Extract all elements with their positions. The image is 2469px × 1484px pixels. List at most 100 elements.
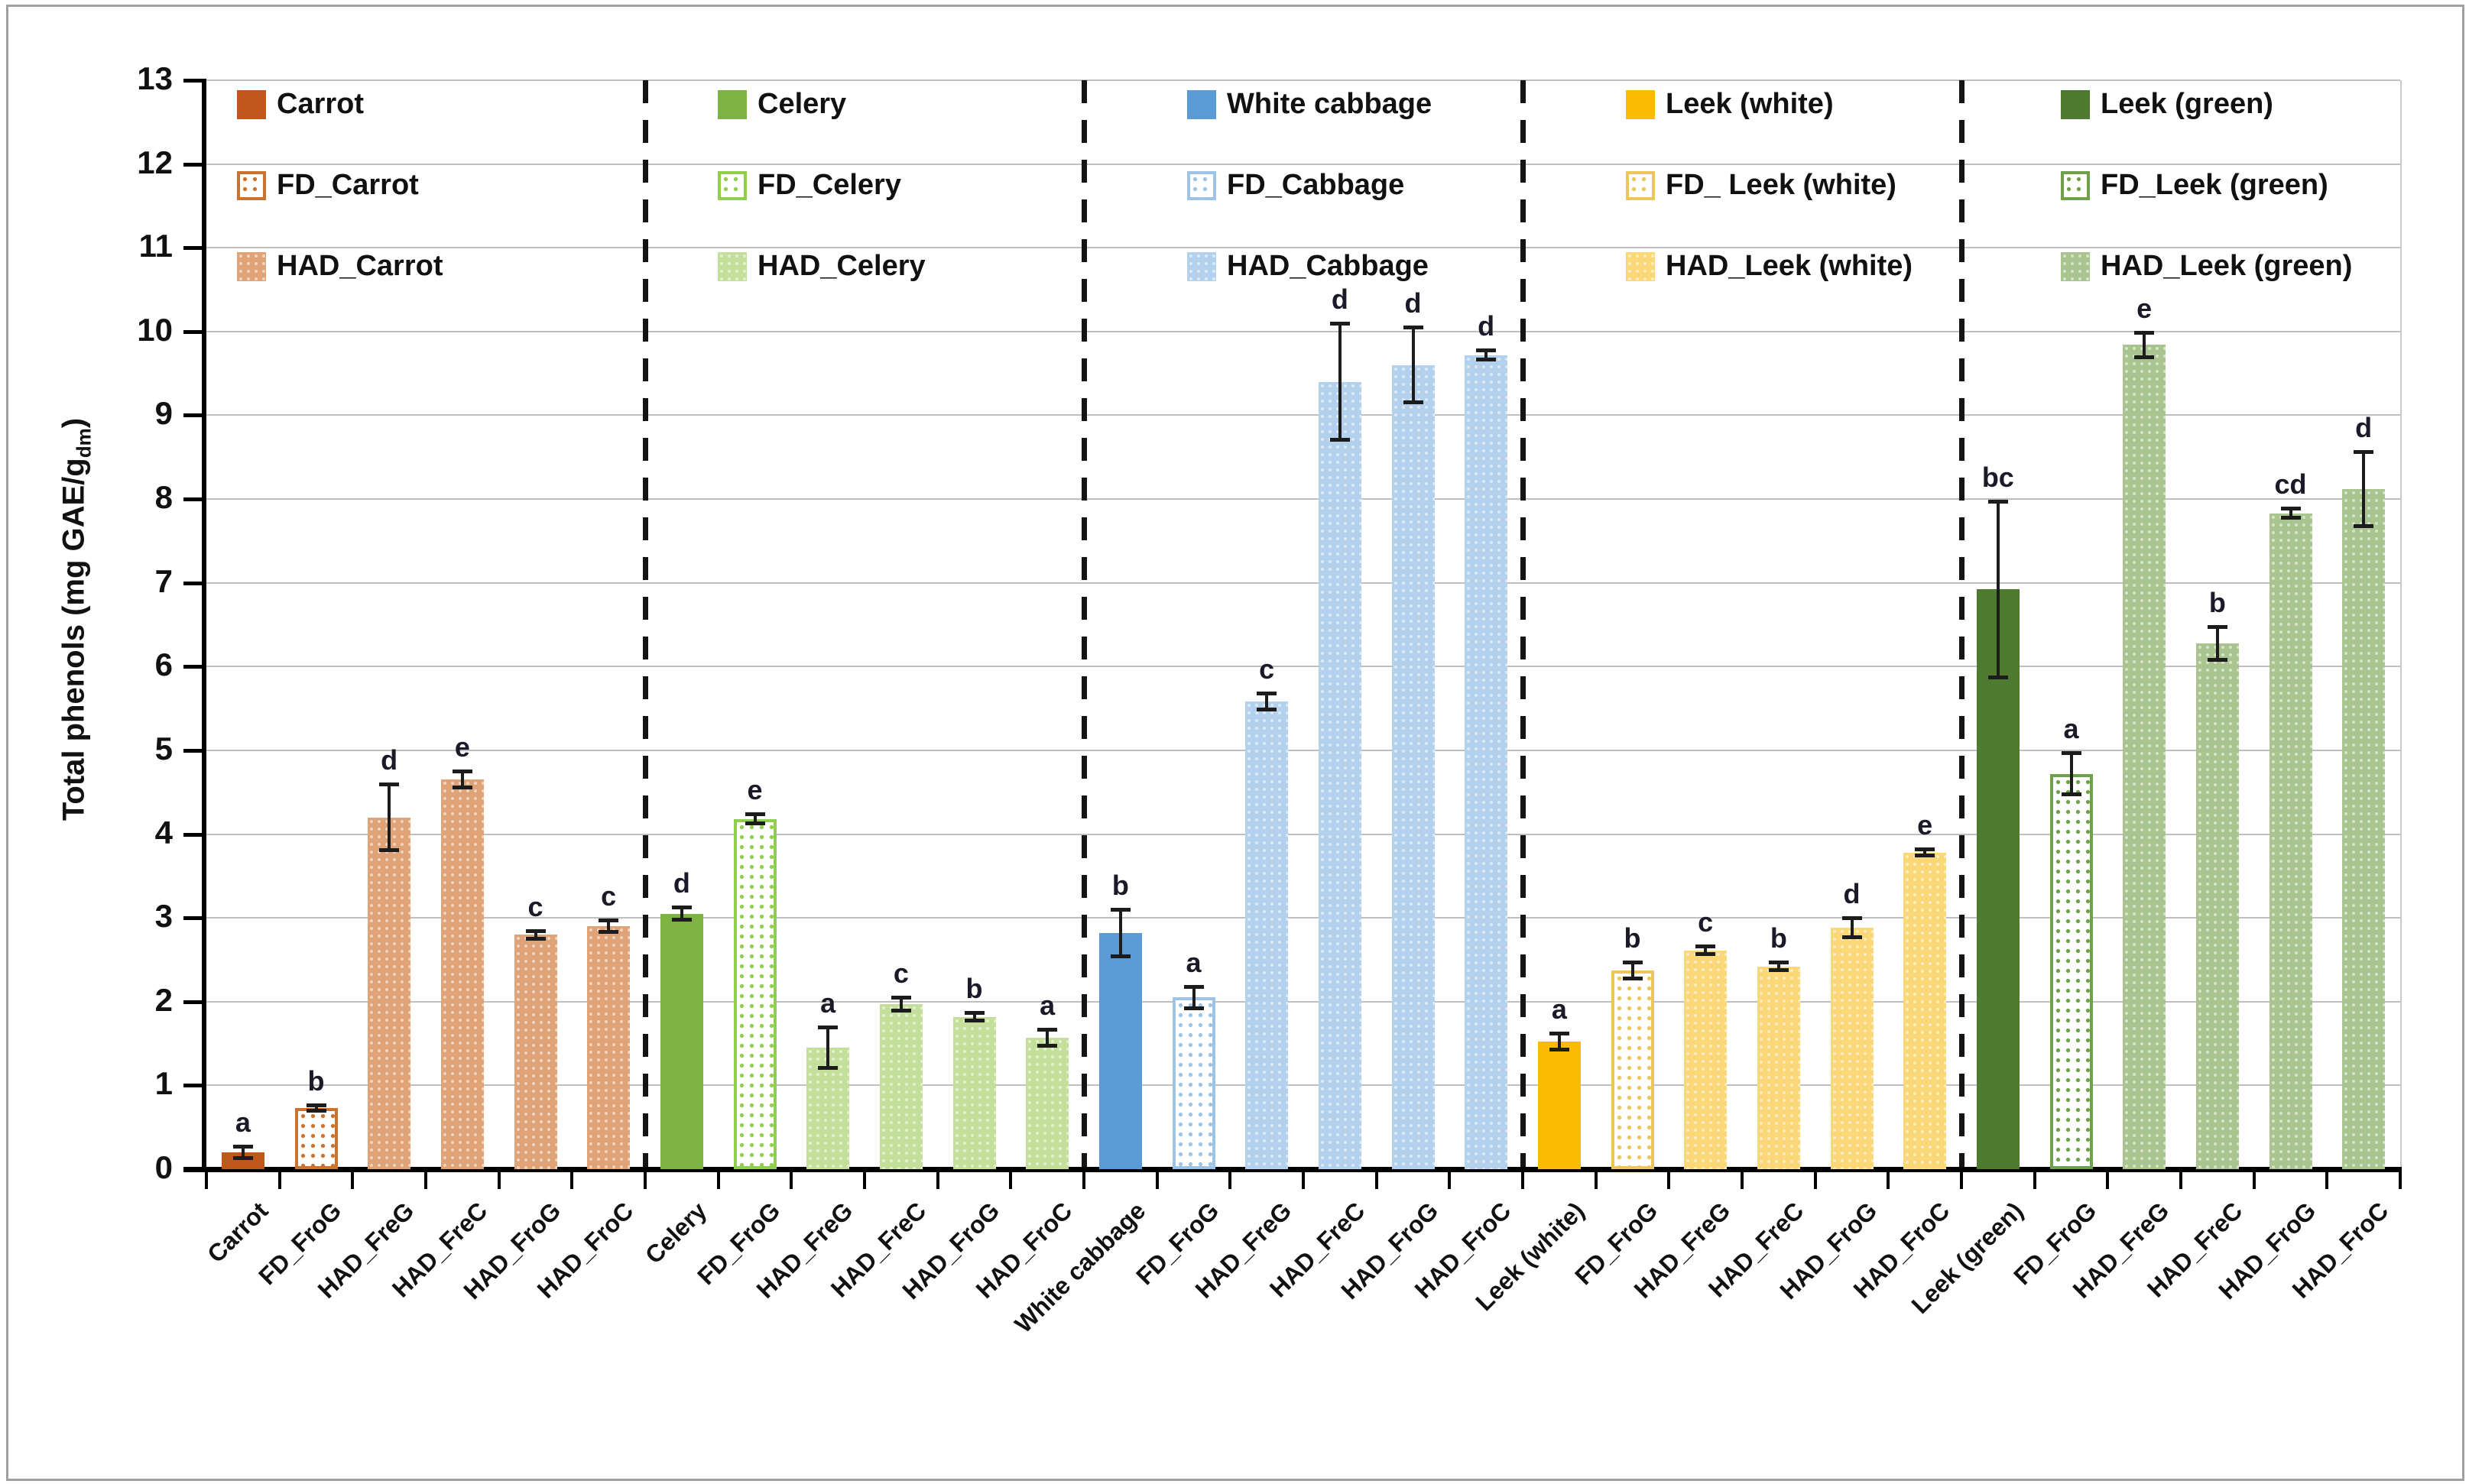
x-tick — [2033, 1171, 2036, 1189]
error-bar-cap-bottom — [1915, 854, 1935, 858]
y-tick — [183, 1084, 206, 1088]
y-tick — [183, 748, 206, 753]
x-axis-line — [183, 1167, 2402, 1172]
error-bar-cap-bottom — [891, 1008, 911, 1013]
x-tick — [1448, 1171, 1452, 1189]
bar — [221, 1152, 264, 1169]
error-bar-cap-bottom — [745, 821, 765, 826]
error-bar-cap-bottom — [1549, 1048, 1569, 1052]
x-tick — [2325, 1171, 2329, 1189]
y-tick — [183, 329, 206, 334]
y-tick-label: 10 — [137, 311, 173, 348]
legend-label: HAD_Carrot — [277, 250, 443, 282]
bar — [1318, 381, 1361, 1169]
legend-swatch — [237, 171, 266, 200]
x-tick — [1813, 1171, 1817, 1189]
error-bar-cap-bottom — [452, 786, 472, 790]
error-bar-cap-bottom — [1476, 358, 1497, 362]
error-bar — [1557, 1033, 1561, 1051]
error-bar-cap-top — [1622, 961, 1643, 965]
legend-label: White cabbage — [1227, 88, 1432, 120]
error-bar — [753, 814, 757, 825]
legend-swatch — [1187, 90, 1216, 119]
legend-swatch — [1187, 171, 1216, 200]
x-tick — [1302, 1171, 1305, 1189]
gridline — [206, 247, 2400, 249]
bar — [2269, 513, 2312, 1169]
error-bar — [1923, 849, 1927, 857]
y-tick-label: 4 — [154, 814, 173, 851]
error-bar-cap-top — [525, 928, 546, 933]
y-tick-label: 13 — [137, 60, 173, 96]
error-bar-cap-top — [2061, 751, 2081, 756]
error-bar-cap-top — [1037, 1027, 1058, 1032]
legend-swatch — [237, 90, 266, 119]
error-bar-cap-top — [1987, 500, 2008, 504]
significance-letter: d — [1843, 878, 1861, 910]
y-tick-label: 12 — [137, 144, 173, 180]
x-tick — [716, 1171, 720, 1189]
error-bar-cap-top — [2134, 330, 2155, 335]
x-tick — [1155, 1171, 1159, 1189]
error-bar — [1265, 693, 1269, 711]
significance-letter: a — [1186, 947, 1202, 979]
significance-letter: c — [601, 880, 617, 912]
x-tick — [1009, 1171, 1013, 1189]
error-bar-cap-top — [1695, 945, 1716, 949]
legend-swatch — [718, 171, 747, 200]
x-tick — [790, 1171, 793, 1189]
gridline — [206, 666, 2400, 668]
gridline — [206, 414, 2400, 416]
error-bar-cap-top — [1915, 847, 1935, 852]
error-bar-cap-bottom — [2061, 792, 2081, 797]
bar — [1830, 928, 1874, 1169]
y-tick — [183, 497, 206, 502]
x-tick — [936, 1171, 939, 1189]
x-tick — [351, 1171, 355, 1189]
legend-label: HAD_Cabbage — [1227, 250, 1429, 282]
x-tick — [1228, 1171, 1232, 1189]
gridline — [206, 79, 2400, 81]
group-separator — [643, 80, 648, 1169]
legend-label: Leek (green) — [2101, 88, 2273, 120]
error-bar-cap-bottom — [1329, 438, 1350, 442]
significance-letter: d — [1478, 309, 1495, 342]
error-bar-cap-bottom — [1037, 1043, 1058, 1048]
bar — [1976, 589, 2020, 1169]
x-tick — [644, 1171, 647, 1189]
gridline — [206, 749, 2400, 751]
error-bar-cap-bottom — [1695, 952, 1716, 957]
x-tick — [1667, 1171, 1671, 1189]
error-bar-cap-top — [1403, 326, 1423, 330]
error-bar-cap-bottom — [671, 918, 692, 922]
significance-letter: b — [1111, 870, 1129, 902]
error-bar-cap-bottom — [1987, 675, 2008, 679]
y-tick-label: 5 — [154, 730, 173, 766]
x-tick — [1521, 1171, 1524, 1189]
bar — [2123, 345, 2166, 1169]
x-tick — [1960, 1171, 1963, 1189]
error-bar — [460, 771, 464, 789]
significance-letter: c — [1698, 906, 1714, 938]
error-bar — [899, 997, 903, 1011]
bar — [1026, 1037, 1069, 1169]
error-bar-cap-bottom — [599, 929, 619, 934]
y-tick — [183, 581, 206, 585]
y-tick — [183, 413, 206, 418]
error-bar-cap-top — [599, 919, 619, 923]
x-tick — [497, 1171, 501, 1189]
bar — [733, 818, 777, 1169]
y-tick-label: 6 — [154, 646, 173, 683]
legend-label: HAD_Leek (green) — [2101, 250, 2353, 282]
error-bar-cap-top — [452, 770, 472, 774]
significance-letter: a — [235, 1107, 251, 1139]
y-tick — [183, 665, 206, 669]
y-axis-title-subscript: dm — [72, 428, 96, 458]
error-bar — [2069, 753, 2073, 795]
x-tick — [2106, 1171, 2110, 1189]
significance-letter: cd — [2274, 468, 2307, 501]
bar — [2195, 643, 2239, 1169]
error-bar-cap-top — [818, 1025, 839, 1029]
x-tick — [2252, 1171, 2256, 1189]
y-tick — [183, 832, 206, 837]
